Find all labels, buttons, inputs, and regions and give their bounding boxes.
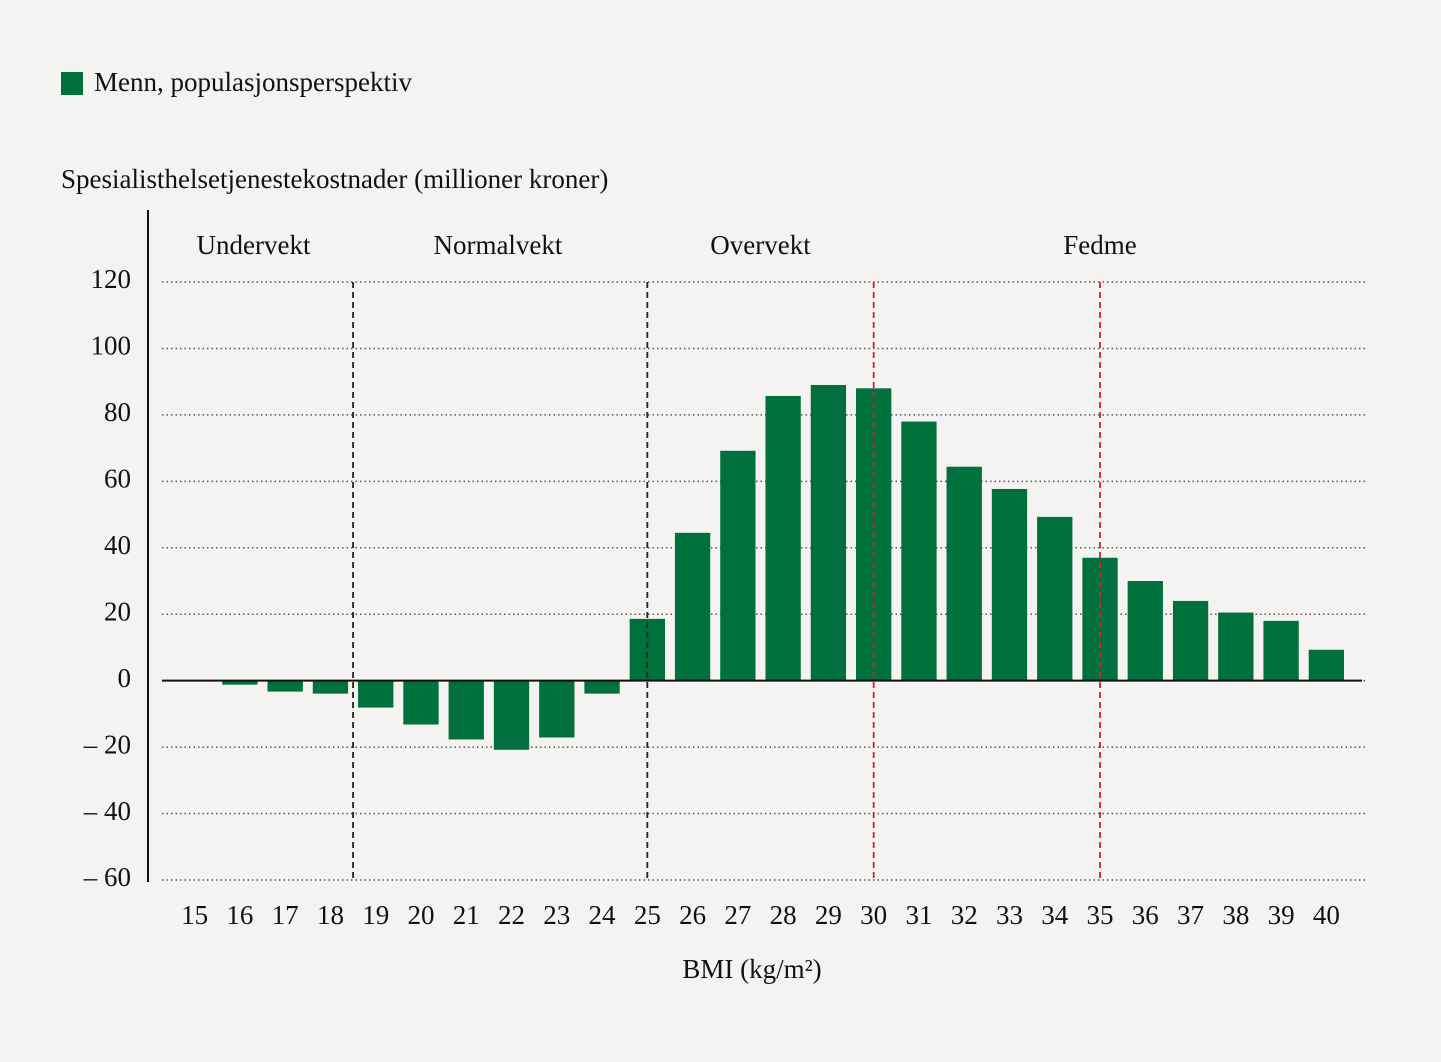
x-tick-label: 16	[226, 900, 253, 930]
y-tick-label: – 60	[83, 862, 131, 892]
bar	[1127, 581, 1163, 681]
x-tick-label: 29	[815, 900, 842, 930]
x-tick-label: 20	[407, 900, 434, 930]
bar	[448, 680, 484, 740]
x-tick-label: 18	[317, 900, 344, 930]
y-tick-label: – 20	[83, 729, 131, 759]
legend-swatch	[61, 72, 83, 95]
bar	[810, 384, 847, 681]
x-tick-label: 26	[679, 900, 706, 930]
region-label: Undervekt	[197, 230, 311, 260]
x-axis-title: BMI (kg/m²)	[682, 954, 821, 984]
bar	[1308, 649, 1345, 681]
bar	[1218, 612, 1254, 681]
y-tick-label: 100	[91, 331, 132, 361]
y-tick-label: 0	[118, 663, 132, 693]
x-tick-label: 22	[498, 900, 525, 930]
bar	[493, 680, 530, 750]
bar	[1263, 620, 1299, 681]
y-tick-label: 20	[104, 596, 131, 626]
bar	[222, 680, 258, 685]
bar	[312, 680, 349, 694]
x-tick-label: 17	[272, 900, 299, 930]
bar	[267, 680, 303, 692]
x-tick-label: 40	[1313, 900, 1340, 930]
bar	[403, 680, 439, 725]
y-tick-label: – 40	[83, 796, 131, 826]
y-tick-label: 80	[104, 397, 131, 427]
bar	[358, 680, 394, 708]
y-tick-label: 40	[104, 530, 131, 560]
x-tick-label: 21	[453, 900, 480, 930]
bar	[901, 421, 937, 681]
x-tick-label: 37	[1177, 900, 1204, 930]
bar	[674, 532, 711, 681]
y-axis-title: Spesialisthelsetjenestekostnader (millio…	[61, 164, 608, 194]
x-tick-label: 30	[860, 900, 887, 930]
x-tick-label: 27	[724, 900, 751, 930]
x-tick-label: 28	[770, 900, 797, 930]
x-tick-label: 23	[543, 900, 570, 930]
bar	[1037, 516, 1073, 681]
bar	[584, 680, 620, 694]
region-label: Fedme	[1063, 230, 1137, 260]
y-tick-label: 120	[91, 264, 132, 294]
x-tick-label: 31	[905, 900, 932, 930]
x-tick-label: 39	[1268, 900, 1295, 930]
bar	[539, 680, 575, 738]
region-label: Normalvekt	[433, 230, 562, 260]
bar	[720, 450, 756, 681]
x-tick-label: 36	[1132, 900, 1159, 930]
bar	[765, 395, 801, 681]
x-tick-label: 33	[996, 900, 1023, 930]
bar	[629, 618, 665, 681]
x-tick-label: 24	[589, 900, 617, 930]
x-tick-label: 19	[362, 900, 389, 930]
legend-label: Menn, populasjonsperspektiv	[94, 67, 412, 97]
x-tick-label: 32	[951, 900, 978, 930]
bar	[1082, 557, 1118, 681]
x-tick-label: 38	[1222, 900, 1249, 930]
y-tick-label: 60	[104, 464, 131, 494]
x-tick-label: 25	[634, 900, 661, 930]
bar	[946, 466, 982, 681]
x-tick-label: 34	[1041, 900, 1069, 930]
x-tick-label: 15	[181, 900, 208, 930]
bar	[991, 488, 1028, 681]
bar	[1172, 600, 1209, 681]
x-tick-label: 35	[1087, 900, 1114, 930]
region-label: Overvekt	[710, 230, 811, 260]
